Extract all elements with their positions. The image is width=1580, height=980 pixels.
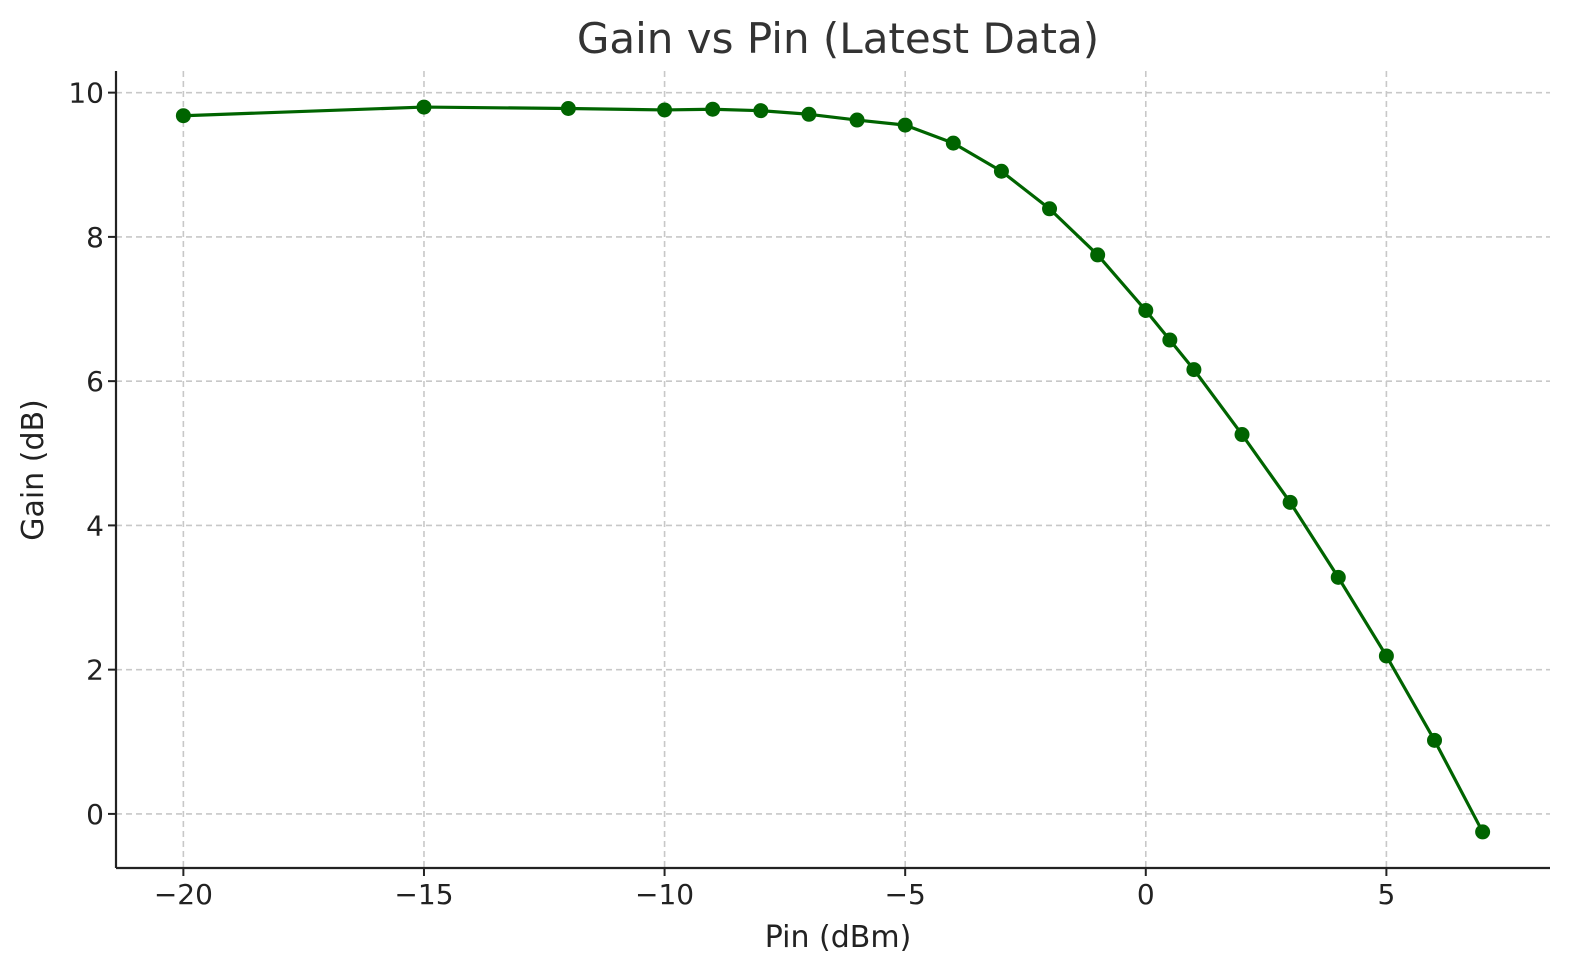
data-point (1475, 824, 1491, 840)
x-tick-label: −5 (885, 878, 926, 911)
y-tick-label: 4 (86, 509, 104, 542)
ticks: −20 −15 −10 −5 0 5 0 2 4 6 8 10 (68, 77, 1395, 911)
y-tick-label: 8 (86, 221, 104, 254)
data-point (1282, 494, 1298, 510)
x-tick-label: −15 (394, 878, 453, 911)
y-tick-label: 0 (86, 798, 104, 831)
chart-title: Gain vs Pin (Latest Data) (577, 14, 1099, 63)
grid (116, 71, 1550, 868)
data-point (945, 135, 961, 151)
data-point (560, 101, 576, 117)
data-point (657, 102, 673, 118)
data-point (1234, 427, 1250, 443)
x-tick-label: 5 (1377, 878, 1395, 911)
x-tick-label: 0 (1137, 878, 1155, 911)
data-point (801, 106, 817, 122)
axes (114, 71, 1550, 870)
data-point (1138, 302, 1154, 318)
data-point (1427, 732, 1443, 748)
y-axis-label: Gain (dB) (16, 399, 51, 541)
data-point (1042, 201, 1058, 217)
x-axis-label: Pin (dBm) (765, 920, 912, 955)
y-tick-label: 2 (86, 654, 104, 687)
y-tick-label: 6 (86, 365, 104, 398)
y-tick-label: 10 (68, 77, 104, 110)
data-point (897, 117, 913, 133)
data-point (1186, 362, 1202, 378)
data-point (753, 103, 769, 119)
data-point (1378, 648, 1394, 664)
data-point (1090, 247, 1106, 263)
data-point (416, 99, 432, 115)
x-tick-label: −10 (635, 878, 694, 911)
series-line (183, 105, 1485, 833)
data-point (1330, 569, 1346, 585)
data-point (993, 163, 1009, 179)
data-point (705, 101, 721, 117)
data-point (1162, 332, 1178, 348)
data-point (175, 108, 191, 124)
x-tick-label: −20 (154, 878, 213, 911)
data-point (849, 112, 865, 128)
series (175, 99, 1491, 840)
